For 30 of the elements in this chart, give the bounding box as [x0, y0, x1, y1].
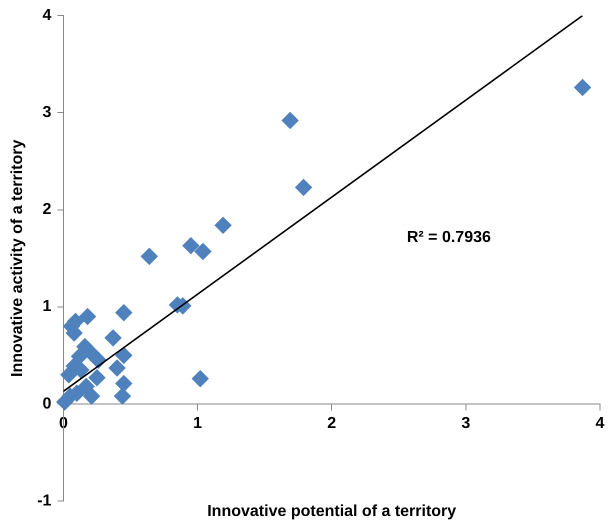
point — [295, 178, 312, 196]
point — [115, 304, 132, 322]
point — [282, 112, 299, 129]
y-axis-title: Innovative activity of a territory — [9, 139, 26, 378]
x-tick-label: 2 — [327, 414, 336, 432]
point — [83, 388, 100, 405]
x-tick-label: 3 — [461, 414, 470, 432]
point — [140, 248, 158, 265]
x-tick-label: 4 — [596, 414, 605, 432]
point — [104, 329, 122, 346]
annotation: R² = 0.7936 — [406, 229, 491, 248]
y-tick-label: 4 — [42, 7, 52, 24]
y-tick-label: -1 — [37, 492, 52, 510]
point — [79, 308, 96, 326]
point — [114, 388, 131, 405]
x-tick-label: 1 — [193, 414, 202, 432]
point — [192, 370, 209, 388]
point — [194, 243, 212, 260]
y-tick-label: 3 — [42, 104, 52, 122]
point — [108, 360, 126, 376]
point — [88, 369, 106, 386]
point — [574, 78, 592, 96]
point — [115, 346, 132, 364]
point — [115, 375, 132, 392]
point — [182, 237, 200, 254]
y-tick-label: 2 — [42, 201, 52, 218]
y-tick-label: 1 — [42, 298, 52, 316]
y-tick-label: 0 — [42, 395, 52, 412]
point — [214, 216, 232, 234]
x-axis-title: Innovative potential of a territory — [207, 503, 456, 521]
